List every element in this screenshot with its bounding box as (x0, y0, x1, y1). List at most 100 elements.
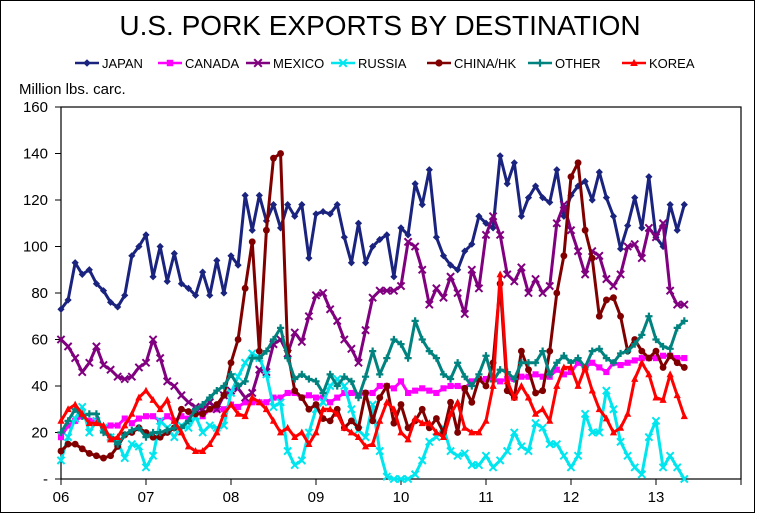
data-point-korea (574, 382, 582, 389)
data-point-other (340, 373, 348, 381)
data-point-japan (468, 240, 476, 248)
data-point-other (624, 347, 632, 355)
data-point-korea (142, 386, 150, 394)
data-point-other (510, 375, 518, 383)
data-point-russia (446, 446, 455, 456)
data-point-other (638, 331, 646, 339)
data-point-japan (574, 182, 582, 190)
data-point-japan (383, 231, 391, 239)
data-point-japan (397, 224, 405, 232)
legend-swatch-marker (536, 59, 544, 67)
data-point-mexico (127, 372, 137, 382)
data-point-japan (184, 284, 193, 292)
x-tick-label: 09 (308, 489, 325, 506)
data-point-other (57, 428, 65, 437)
data-point-korea (78, 409, 86, 417)
data-point-russia (283, 446, 292, 456)
data-point-korea (560, 363, 568, 371)
data-point-other (439, 370, 448, 378)
data-point-other (666, 345, 674, 353)
data-point-korea (199, 447, 207, 454)
data-point-canada (57, 434, 65, 441)
data-point-china-hk (461, 384, 469, 392)
data-point-japan (446, 261, 455, 269)
legend-item-china-hk: CHINA/HK (427, 56, 516, 71)
data-point-japan (347, 259, 356, 267)
data-point-canada (405, 389, 412, 397)
data-point-mexico (432, 284, 441, 293)
data-point-canada (454, 382, 461, 390)
data-point-other (305, 375, 313, 383)
data-point-china-hk (92, 452, 100, 460)
data-point-japan (517, 212, 525, 220)
data-point-korea (581, 363, 589, 371)
data-point-japan (340, 233, 348, 241)
legend-label: MEXICO (273, 56, 324, 71)
data-point-other (333, 382, 341, 390)
data-point-korea (659, 395, 667, 403)
data-point-canada (652, 355, 660, 362)
data-point-canada (305, 392, 312, 399)
data-point-japan (326, 210, 334, 218)
data-point-korea (163, 395, 171, 403)
data-point-mexico (460, 309, 470, 319)
data-point-mexico (495, 230, 505, 240)
data-point-russia (545, 439, 555, 449)
data-point-japan (546, 198, 554, 206)
data-point-russia (460, 449, 470, 458)
data-point-other (531, 359, 540, 367)
data-point-other (482, 352, 490, 360)
data-point-canada (128, 420, 135, 427)
data-point-russia (396, 474, 406, 484)
data-point-korea (432, 428, 441, 436)
data-point-mexico (120, 374, 130, 384)
data-point-korea (446, 409, 455, 417)
data-point-china-hk (213, 401, 221, 409)
data-point-japan (220, 289, 228, 297)
series-line-japan (59, 154, 686, 311)
data-point-korea (524, 393, 533, 401)
data-point-china-hk (255, 347, 263, 355)
data-point-japan (227, 252, 235, 260)
data-point-other (85, 410, 93, 418)
data-point-russia (148, 451, 158, 461)
data-point-korea (539, 405, 547, 413)
data-point-russia (290, 460, 300, 470)
data-point-mexico (396, 281, 406, 291)
data-point-korea (276, 428, 285, 436)
data-point-russia (247, 349, 257, 358)
data-point-japan (524, 194, 533, 202)
data-point-china-hk (362, 389, 369, 397)
data-point-korea (652, 393, 660, 401)
data-point-russia (375, 446, 385, 456)
data-point-japan (149, 273, 157, 281)
data-point-canada (617, 362, 624, 369)
data-point-mexico (425, 300, 434, 309)
data-point-japan (673, 226, 681, 234)
data-point-mexico (56, 335, 66, 344)
data-point-japan (539, 194, 547, 202)
data-point-japan (489, 224, 497, 232)
data-point-canada (532, 371, 539, 378)
data-point-china-hk (78, 445, 86, 453)
data-point-korea (475, 428, 483, 436)
data-point-japan (106, 298, 115, 306)
data-point-korea (624, 409, 632, 417)
data-point-russia (644, 432, 654, 442)
data-point-other (369, 347, 377, 355)
legend-item-korea: KOREA (622, 56, 695, 71)
data-point-canada (525, 373, 532, 380)
data-point-russia (240, 358, 250, 368)
data-point-other (255, 354, 263, 362)
data-point-mexico (580, 270, 590, 279)
data-point-china-hk (227, 359, 235, 367)
data-point-russia (205, 421, 215, 430)
data-point-russia (524, 446, 533, 456)
data-point-russia (56, 456, 66, 465)
data-point-korea (461, 423, 469, 431)
data-point-other (524, 359, 533, 367)
data-point-japan (128, 252, 136, 260)
data-point-china-hk (326, 417, 334, 425)
data-point-other (517, 359, 525, 367)
data-point-russia (531, 418, 540, 428)
